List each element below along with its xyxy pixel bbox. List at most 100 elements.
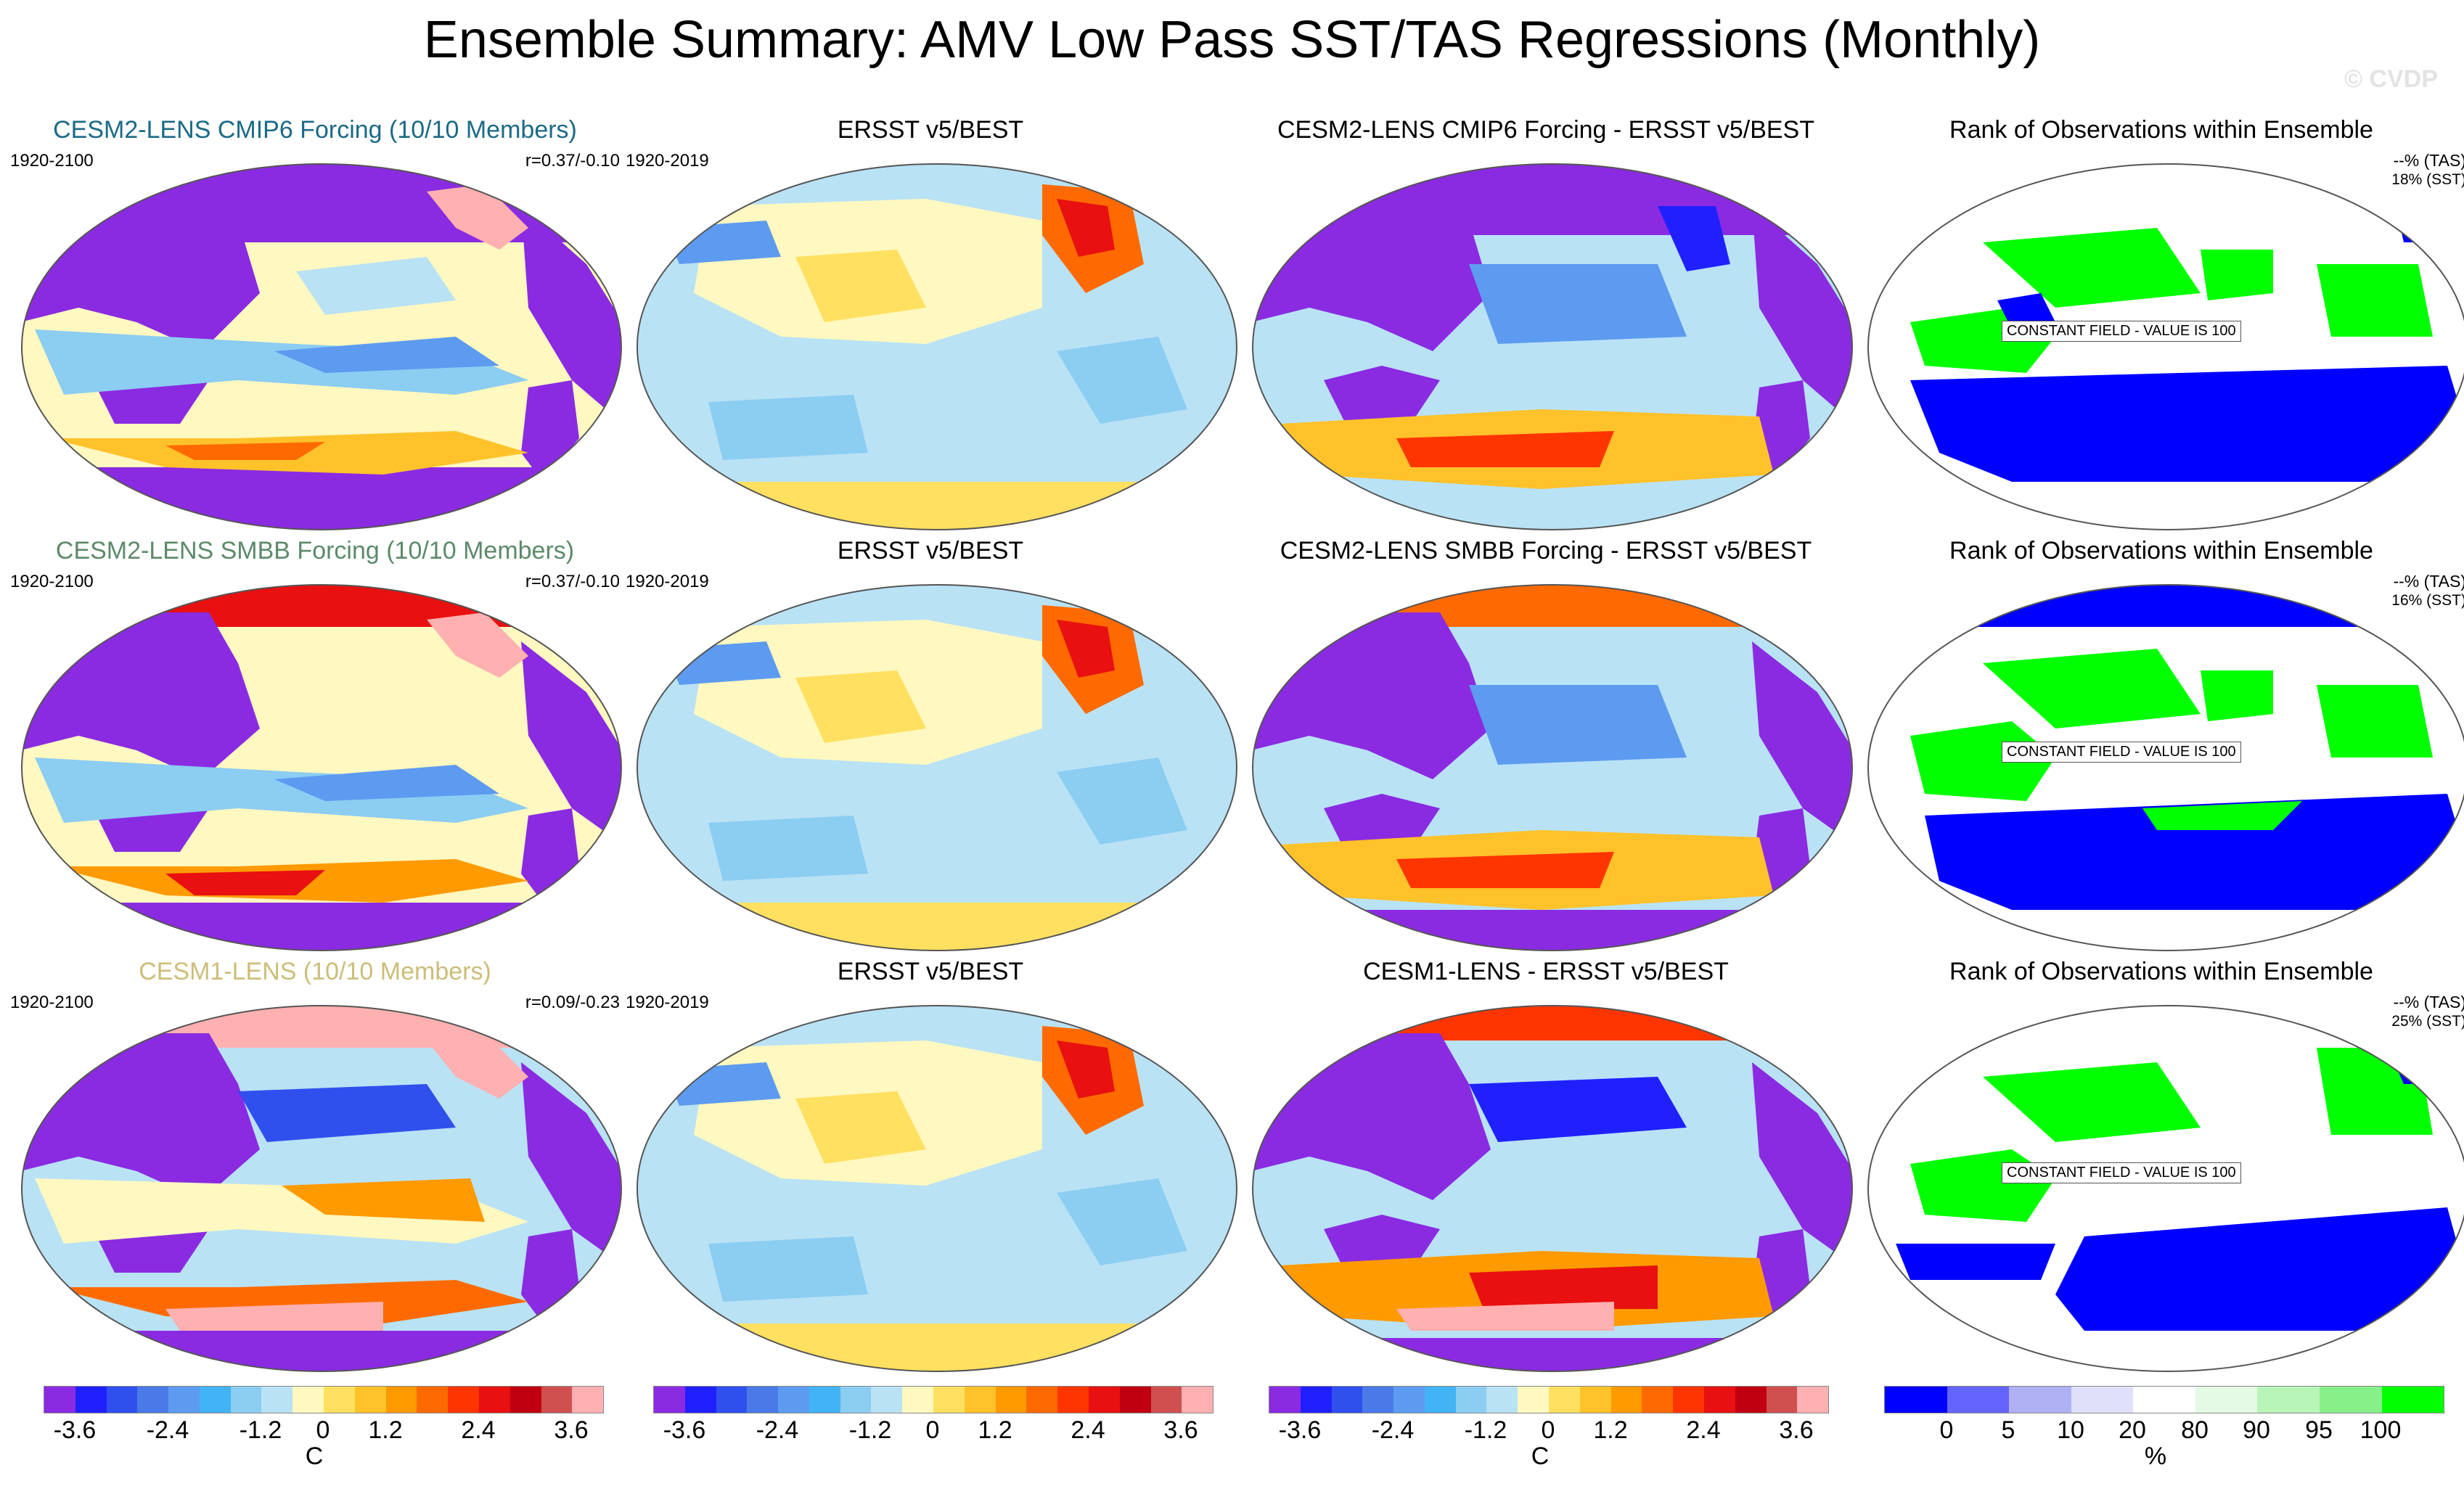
years-label: 1920-2100	[10, 151, 94, 171]
colorbar-swatch	[2319, 1387, 2382, 1413]
panel-title: CESM2-LENS CMIP6 Forcing (10/10 Members)	[53, 116, 577, 144]
colorbar-swatch	[684, 1387, 716, 1413]
colorbar-swatch	[1393, 1387, 1425, 1413]
colorbar-swatch	[778, 1387, 809, 1413]
colorbar-swatch	[654, 1387, 685, 1413]
sst-rank: 16% (SST)	[2391, 592, 2464, 609]
colorbar-tick-label: -1.2	[848, 1416, 892, 1444]
constant-field-note: CONSTANT FIELD - VALUE IS 100	[2002, 742, 2241, 763]
pattern-correlation: r=0.09/-0.23	[525, 993, 620, 1012]
panel-title: CESM1-LENS - ERSST v5/BEST	[1363, 958, 1729, 985]
rank-map	[1867, 1005, 2464, 1372]
panel-title: ERSST v5/BEST	[837, 116, 1024, 144]
colorbar-tick-label: 90	[2243, 1416, 2270, 1444]
colorbar-tick-label: -2.4	[756, 1416, 799, 1444]
colorbar-swatch	[1735, 1387, 1767, 1413]
colorbar-swatch	[1579, 1387, 1611, 1413]
colorbar-swatch	[1549, 1387, 1580, 1413]
colorbar-tick-label: -2.4	[146, 1416, 189, 1444]
colorbar-swatch	[292, 1387, 324, 1413]
panel-obs-row2: ERSST v5/BEST 1920-2019	[626, 537, 1237, 958]
colorbar-swatch	[168, 1387, 200, 1413]
colorbar-swatch	[871, 1387, 903, 1413]
years-label: 1920-2019	[626, 572, 709, 591]
colorbar-swatch	[1057, 1387, 1089, 1413]
regression-map	[637, 584, 1237, 951]
colorbar-swatch	[417, 1387, 449, 1413]
colorbar-swatch	[1182, 1387, 1213, 1413]
colorbar-swatch	[509, 1387, 541, 1413]
rank-map	[1867, 584, 2464, 951]
regression-map	[637, 1005, 1237, 1372]
panel-title: CESM2-LENS SMBB Forcing - ERSST v5/BEST	[1280, 537, 1812, 565]
colorbar-tick-label: 1.2	[1593, 1416, 1628, 1444]
colorbar-tick-label: 80	[2181, 1416, 2209, 1444]
colorbar-swatch	[572, 1387, 604, 1413]
colorbar-swatch	[385, 1387, 417, 1413]
difference-map	[1252, 584, 1853, 951]
years-label: 1920-2019	[626, 993, 709, 1012]
colorbar-swatch	[902, 1387, 934, 1413]
panel-title: Rank of Observations within Ensemble	[1949, 537, 2373, 565]
temperature-colorbar	[653, 1386, 1213, 1413]
colorbar-swatch	[1362, 1387, 1394, 1413]
colorbar-swatch	[448, 1387, 479, 1413]
regression-map	[637, 163, 1237, 530]
colorbar-tick-label: 0	[1541, 1416, 1555, 1444]
difference-map	[1252, 163, 1853, 530]
years-label: 1920-2100	[10, 993, 94, 1012]
colorbar-swatch	[1331, 1387, 1363, 1413]
colorbar-tick-label: -1.2	[1464, 1416, 1507, 1444]
figure-title: Ensemble Summary: AMV Low Pass SST/TAS R…	[423, 11, 2041, 69]
colorbar-unit: C	[305, 1442, 324, 1470]
panel-title: CESM2-LENS CMIP6 Forcing - ERSST v5/BEST	[1277, 116, 1814, 144]
colorbar-swatch	[747, 1387, 779, 1413]
cvdp-watermark: © CVDP	[2344, 65, 2438, 93]
panel-model-row3: CESM1-LENS (10/10 Members) 1920-2100 r=0…	[10, 958, 622, 1379]
colorbar-tick-label: 0	[316, 1416, 330, 1444]
colorbar-labels: -3.6 -2.4 -1.2 0 1.2 2.4 3.6	[1269, 1416, 1827, 1445]
panel-title: CESM1-LENS (10/10 Members)	[139, 958, 491, 985]
colorbar-swatch	[1455, 1387, 1487, 1413]
colorbar-swatch	[1642, 1387, 1674, 1413]
colorbar-swatch	[1797, 1387, 1829, 1413]
panel-title: Rank of Observations within Ensemble	[1949, 116, 2373, 144]
colorbar-swatch	[2381, 1387, 2444, 1413]
difference-map	[1252, 1005, 1853, 1372]
colorbar-swatch	[1766, 1387, 1798, 1413]
panel-rank-row1: Rank of Observations within Ensemble --%…	[1857, 116, 2464, 537]
colorbar-tick-label: 3.6	[1163, 1416, 1198, 1444]
colorbar-swatch	[2195, 1387, 2258, 1413]
colorbar-tick-label: 20	[2119, 1416, 2146, 1444]
tas-rank: --% (TAS)	[2393, 993, 2464, 1011]
colorbar-tick-label: -3.6	[1278, 1416, 1322, 1444]
colorbar-swatch	[354, 1387, 386, 1413]
colorbar-swatch	[1610, 1387, 1642, 1413]
colorbar-swatch	[1269, 1387, 1301, 1413]
years-label: 1920-2100	[10, 572, 94, 591]
colorbar-swatch	[1885, 1387, 1947, 1413]
regression-map	[21, 163, 622, 530]
colorbar-swatch	[137, 1387, 169, 1413]
panel-rank-row3: Rank of Observations within Ensemble --%…	[1857, 958, 2464, 1379]
constant-field-note: CONSTANT FIELD - VALUE IS 100	[2002, 321, 2241, 342]
colorbar-swatch	[1424, 1387, 1456, 1413]
colorbar-swatch	[106, 1387, 138, 1413]
panel-obs-row3: ERSST v5/BEST 1920-2019	[626, 958, 1237, 1379]
colorbar-swatch	[1947, 1387, 2010, 1413]
colorbar-tick-label: 0	[1939, 1416, 1954, 1444]
colorbar-tick-label: 3.6	[1779, 1416, 1814, 1444]
colorbar-swatch	[1300, 1387, 1332, 1413]
temperature-colorbar	[44, 1386, 604, 1413]
colorbar-tick-label: 2.4	[461, 1416, 496, 1444]
rank-map	[1867, 163, 2464, 530]
panel-title: Rank of Observations within Ensemble	[1949, 958, 2373, 985]
regression-map	[21, 584, 622, 951]
colorbar-swatch	[1088, 1387, 1120, 1413]
colorbar-swatch	[324, 1387, 355, 1413]
colorbar-labels: 0 5 10 20 80 90 95 100	[1884, 1416, 2443, 1445]
pattern-correlation: r=0.37/-0.10	[525, 151, 620, 171]
colorbar-unit: C	[1531, 1442, 1550, 1470]
colorbar-tick-label: 1.2	[368, 1416, 403, 1444]
colorbar-tick-label: 2.4	[1071, 1416, 1105, 1444]
